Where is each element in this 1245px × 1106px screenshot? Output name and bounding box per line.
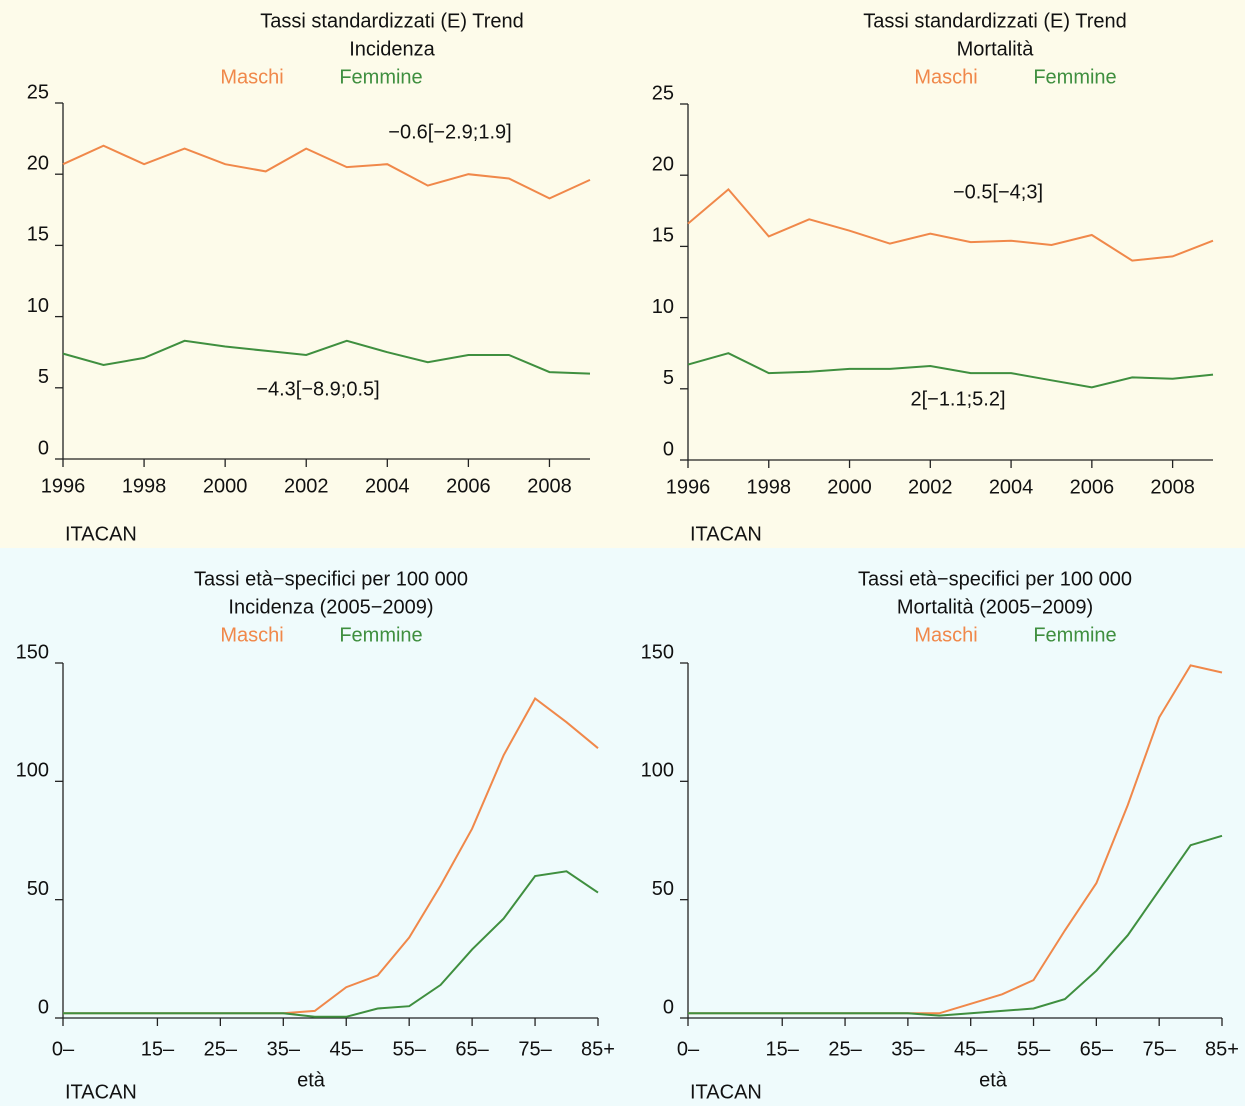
x-tick-label: 2004 (365, 475, 410, 497)
chart-subtitle: Incidenza (2005−2009) (228, 596, 433, 618)
annotation: −0.6[−2.9;1.9] (388, 121, 511, 143)
chart-title: Tassi standardizzati (E) Trend (863, 10, 1126, 32)
legend-entry: Femmine (1033, 624, 1116, 646)
x-tick-label: 25– (828, 1038, 862, 1060)
series-line (687, 352, 1214, 389)
x-tick-label: 55– (1017, 1038, 1051, 1060)
x-tick-label: 35– (891, 1038, 925, 1060)
chart-subtitle: Mortalità (2005−2009) (897, 596, 1093, 618)
chart-subtitle: Mortalità (957, 38, 1035, 60)
x-tick-label: 0– (52, 1038, 75, 1060)
y-tick-label: 25 (27, 81, 49, 103)
y-tick-label: 10 (652, 296, 674, 318)
y-tick-label: 25 (652, 82, 674, 104)
legend-entry: Femmine (339, 66, 422, 88)
top-background (0, 0, 1245, 548)
x-tick-label: 75– (1142, 1038, 1176, 1060)
series-line (688, 834, 1223, 1017)
x-tick-label: 65– (1080, 1038, 1114, 1060)
x-tick-label: 25– (204, 1038, 238, 1060)
annotation: 2[−1.1;5.2] (910, 388, 1005, 410)
y-tick-label: 20 (652, 153, 674, 175)
source-label: ITACAN (690, 523, 762, 545)
x-tick-label: 2006 (446, 475, 491, 497)
legend-entry: Maschi (220, 66, 283, 88)
series-line (62, 144, 591, 200)
legend-entry: Maschi (914, 66, 977, 88)
y-tick-label: 150 (16, 641, 49, 663)
legend-entry: Femmine (339, 624, 422, 646)
x-tick-label: 2006 (1070, 476, 1115, 498)
x-tick-label: 2004 (989, 476, 1034, 498)
annotation: −0.5[−4;3] (953, 181, 1043, 203)
x-tick-label: 2002 (284, 475, 329, 497)
x-tick-label: 85+ (581, 1038, 615, 1060)
chart-title: Tassi standardizzati (E) Trend (260, 10, 523, 32)
y-tick-label: 150 (641, 641, 674, 663)
y-tick-label: 0 (663, 996, 674, 1018)
x-tick-label: 45– (954, 1038, 988, 1060)
chart-subtitle: Incidenza (349, 38, 435, 60)
legend-entry: Maschi (914, 624, 977, 646)
x-axis-label: età (979, 1069, 1008, 1091)
y-tick-label: 0 (38, 996, 49, 1018)
chart-title: Tassi età−specifici per 100 000 (194, 568, 468, 590)
x-tick-label: 55– (392, 1038, 426, 1060)
chart-title: Tassi età−specifici per 100 000 (858, 568, 1132, 590)
series-line (687, 187, 1214, 262)
x-tick-label: 2008 (527, 475, 572, 497)
y-tick-label: 100 (16, 760, 49, 782)
source-label: ITACAN (65, 1081, 137, 1103)
source-label: ITACAN (690, 1081, 762, 1103)
x-tick-label: 2000 (203, 475, 248, 497)
y-tick-label: 10 (27, 295, 49, 317)
y-tick-label: 50 (27, 878, 49, 900)
x-tick-label: 15– (766, 1038, 800, 1060)
x-tick-label: 2000 (827, 476, 872, 498)
x-tick-label: 85+ (1205, 1038, 1239, 1060)
x-tick-label: 1996 (41, 475, 86, 497)
x-tick-label: 1998 (122, 475, 167, 497)
x-axis-label: età (297, 1069, 326, 1091)
legend-entry: Maschi (220, 624, 283, 646)
series-line (63, 870, 599, 1018)
x-tick-label: 65– (455, 1038, 489, 1060)
x-tick-label: 75– (518, 1038, 552, 1060)
y-tick-label: 0 (663, 438, 674, 460)
x-tick-label: 1998 (747, 476, 792, 498)
annotation: −4.3[−8.9;0.5] (256, 378, 379, 400)
series-line (62, 339, 591, 375)
x-tick-label: 35– (267, 1038, 301, 1060)
x-tick-label: 2008 (1150, 476, 1195, 498)
y-tick-label: 50 (652, 878, 674, 900)
y-tick-label: 100 (641, 760, 674, 782)
x-tick-label: 2002 (908, 476, 953, 498)
y-tick-label: 5 (663, 367, 674, 389)
y-tick-label: 5 (38, 366, 49, 388)
y-tick-label: 15 (652, 225, 674, 247)
y-tick-label: 20 (27, 152, 49, 174)
y-tick-label: 15 (27, 224, 49, 246)
source-label: ITACAN (65, 523, 137, 545)
y-tick-label: 0 (38, 437, 49, 459)
x-tick-label: 0– (677, 1038, 700, 1060)
x-tick-label: 45– (330, 1038, 364, 1060)
x-tick-label: 1996 (666, 476, 711, 498)
x-tick-label: 15– (141, 1038, 175, 1060)
legend-entry: Femmine (1033, 66, 1116, 88)
